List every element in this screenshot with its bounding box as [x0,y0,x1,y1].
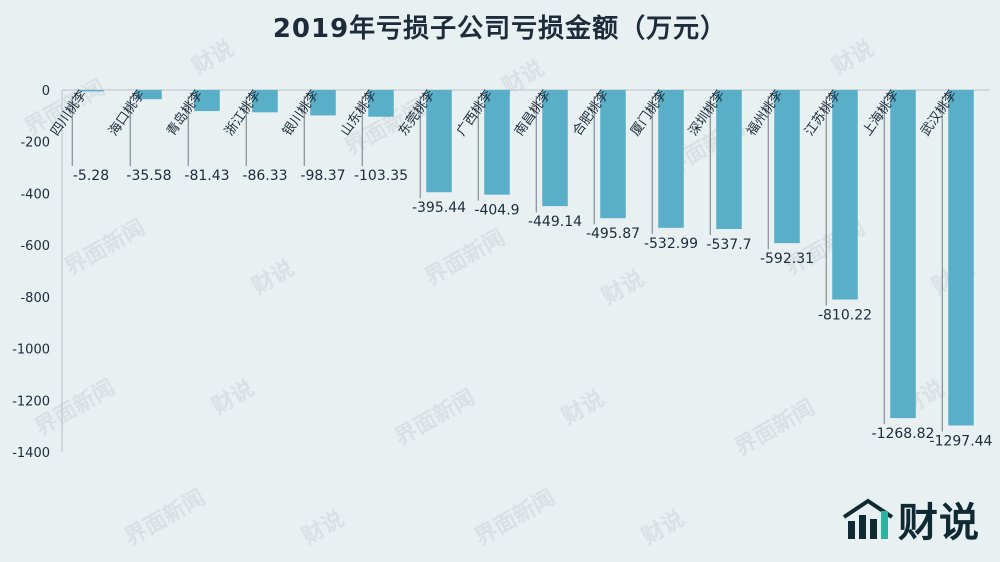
y-tick-label: 0 [42,84,50,99]
value-label: -532.99 [644,236,698,252]
brand-logo: 财说 [842,490,980,548]
bar [78,90,104,92]
bar [194,90,220,112]
bar [658,90,684,228]
category-label: 海口桃李 [106,88,148,139]
value-label: -103.35 [354,168,408,184]
category-label: 青岛桃李 [163,87,206,139]
bar [774,90,800,244]
category-label: 浙江桃李 [222,88,264,139]
bar-chart-logo-icon [842,498,894,539]
y-tick-label: -1200 [12,394,50,409]
value-label: -395.44 [412,200,466,216]
value-label: -35.58 [126,168,171,184]
chart-title: 2019年亏损子公司亏损金额（万元） [272,14,728,44]
y-tick-label: -1400 [12,446,50,461]
value-label: -810.22 [818,307,872,323]
value-label: -98.37 [300,168,345,184]
y-tick-label: -1000 [12,343,50,358]
brand-text: 财说 [898,500,980,546]
bar [484,90,510,195]
bar [600,90,626,219]
y-tick-label: -800 [20,291,50,306]
value-label: -5.28 [73,168,109,184]
bar [542,90,568,207]
value-label: -81.43 [184,168,229,184]
bar [716,90,742,230]
bar [890,90,916,419]
value-label: -537.7 [706,237,751,253]
value-label: -449.14 [528,214,582,230]
bar [252,90,278,113]
bar [426,90,452,193]
category-label: 四川桃李 [48,88,90,139]
y-tick-label: -400 [20,187,50,202]
value-label: -495.87 [586,226,640,242]
value-label: -1268.82 [872,426,935,442]
value-label: -404.9 [474,203,519,219]
y-tick-label: -600 [20,239,50,254]
bar [832,90,858,300]
value-label: -86.33 [242,168,287,184]
bar [136,90,162,100]
bar [948,90,974,426]
value-label: -592.31 [760,251,814,267]
bar [368,90,394,117]
value-label: -1297.44 [930,433,993,449]
y-tick-label: -200 [20,136,50,151]
bar [310,90,336,116]
